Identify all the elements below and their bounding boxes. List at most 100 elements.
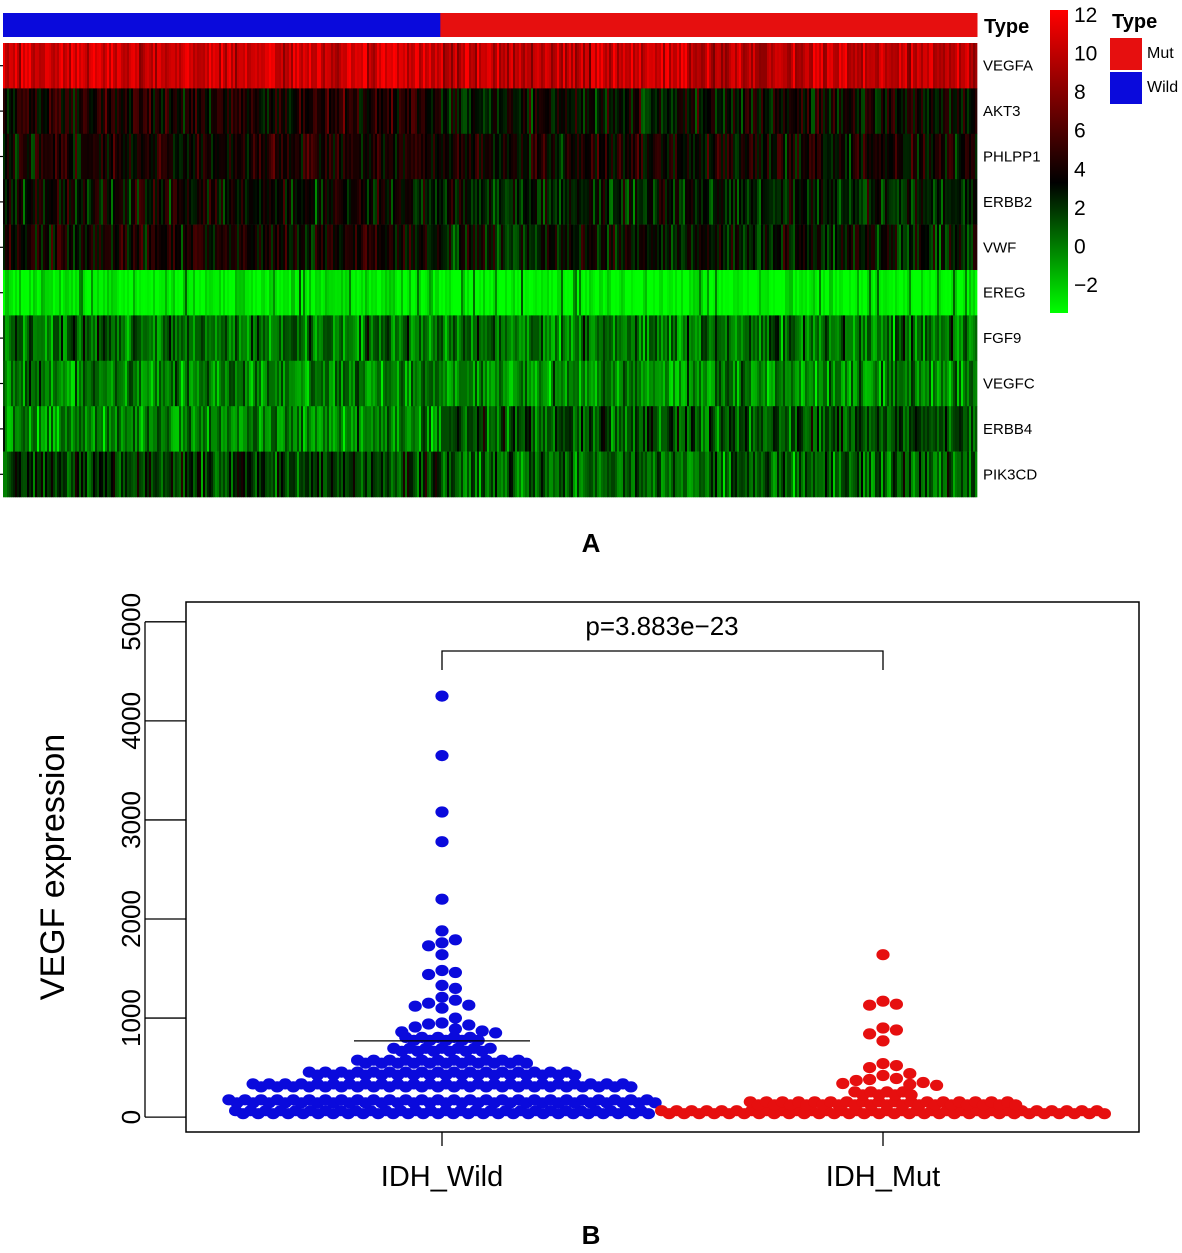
bracket-line bbox=[441, 650, 884, 670]
heatmap-cell bbox=[517, 451, 520, 498]
heatmap-cell bbox=[321, 270, 324, 316]
heatmap-cell bbox=[557, 43, 560, 89]
heatmap-cell bbox=[851, 451, 854, 498]
heatmap-cell bbox=[419, 451, 422, 498]
heatmap-cell bbox=[465, 43, 468, 89]
heatmap-cell bbox=[493, 406, 496, 452]
heatmap-cell bbox=[295, 360, 298, 407]
heatmap-cell bbox=[109, 224, 112, 271]
heatmap-cell bbox=[733, 270, 736, 316]
heatmap-cell bbox=[845, 406, 848, 452]
y-tick-label: 5000 bbox=[116, 593, 146, 651]
heatmap-cell bbox=[737, 360, 740, 407]
heatmap-cell bbox=[141, 179, 144, 225]
heatmap-cell bbox=[363, 179, 366, 225]
heatmap-cell bbox=[187, 179, 190, 225]
heatmap-cell bbox=[125, 179, 128, 225]
heatmap-cell bbox=[129, 270, 132, 316]
heatmap-cell bbox=[299, 360, 302, 407]
heatmap-cell bbox=[811, 451, 814, 498]
heatmap-cell bbox=[589, 451, 592, 498]
heatmap-cell bbox=[263, 451, 266, 498]
heatmap-cell bbox=[181, 360, 184, 407]
heatmap-cell bbox=[491, 224, 494, 271]
heatmap-cell bbox=[121, 451, 124, 498]
heatmap-cell bbox=[445, 88, 448, 135]
heatmap-cell bbox=[867, 360, 870, 407]
heatmap-cell bbox=[653, 224, 656, 271]
heatmap-cell bbox=[467, 133, 470, 180]
heatmap-cell bbox=[423, 88, 426, 135]
heatmap-cell bbox=[37, 88, 40, 135]
heatmap-cell bbox=[171, 133, 174, 180]
heatmap-cell bbox=[939, 88, 942, 135]
heatmap-cell bbox=[197, 133, 200, 180]
heatmap-cell bbox=[805, 88, 808, 135]
heatmap-cell bbox=[845, 43, 848, 89]
heatmap-cell bbox=[941, 43, 944, 89]
heatmap-cell bbox=[249, 88, 252, 135]
heatmap-cell bbox=[463, 179, 466, 225]
heatmap-cell bbox=[779, 179, 782, 225]
heatmap-cell bbox=[501, 360, 504, 407]
heatmap-cell bbox=[819, 133, 822, 180]
heatmap-cell bbox=[787, 360, 790, 407]
heatmap-cell bbox=[467, 451, 470, 498]
heatmap-cell bbox=[231, 179, 234, 225]
heatmap-cell bbox=[907, 43, 910, 89]
heatmap-cell bbox=[863, 360, 866, 407]
heatmap-cell bbox=[195, 224, 198, 271]
heatmap-cell bbox=[339, 179, 342, 225]
heatmap-cell bbox=[113, 406, 116, 452]
heatmap-cell bbox=[643, 133, 646, 180]
heatmap-cell bbox=[961, 451, 964, 498]
heatmap-cell bbox=[127, 43, 130, 89]
heatmap-cell bbox=[215, 360, 218, 407]
heatmap-cell bbox=[503, 360, 506, 407]
heatmap-cell bbox=[777, 360, 780, 407]
heatmap-cell bbox=[333, 43, 336, 89]
heatmap-cell bbox=[543, 179, 546, 225]
heatmap-cell bbox=[719, 179, 722, 225]
heatmap-cell bbox=[923, 315, 926, 362]
heatmap-cell bbox=[39, 88, 42, 135]
heatmap-cell bbox=[143, 88, 146, 135]
heatmap-cell bbox=[907, 406, 910, 452]
heatmap-cell bbox=[417, 406, 420, 452]
heatmap-cell bbox=[109, 270, 112, 316]
heatmap-cell bbox=[491, 451, 494, 498]
heatmap-cell bbox=[483, 224, 486, 271]
heatmap-cell bbox=[51, 179, 54, 225]
heatmap-cell bbox=[129, 88, 132, 135]
heatmap-cell bbox=[801, 88, 804, 135]
heatmap-cell bbox=[903, 179, 906, 225]
heatmap-cell bbox=[759, 88, 762, 135]
heatmap-cell bbox=[9, 270, 12, 316]
heatmap-cell bbox=[299, 88, 302, 135]
heatmap-cell bbox=[481, 270, 484, 316]
heatmap-cell bbox=[917, 224, 920, 271]
heatmap-cell bbox=[19, 133, 22, 180]
heatmap-cell bbox=[129, 224, 132, 271]
heatmap-cell bbox=[587, 88, 590, 135]
heatmap-cell bbox=[135, 179, 138, 225]
heatmap-cell bbox=[693, 133, 696, 180]
heatmap-cell bbox=[477, 315, 480, 362]
heatmap-cell bbox=[941, 406, 944, 452]
heatmap-cell bbox=[79, 360, 82, 407]
heatmap-cell bbox=[521, 224, 524, 271]
heatmap-cell bbox=[137, 315, 140, 362]
heatmap-cell bbox=[241, 88, 244, 135]
heatmap-cell bbox=[587, 451, 590, 498]
heatmap-cell bbox=[851, 224, 854, 271]
heatmap-cell bbox=[277, 315, 280, 362]
heatmap-cell bbox=[797, 360, 800, 407]
heatmap-cell bbox=[233, 360, 236, 407]
heatmap-cell bbox=[277, 179, 280, 225]
heatmap-cell bbox=[397, 179, 400, 225]
heatmap-cell bbox=[923, 224, 926, 271]
heatmap-cell bbox=[691, 315, 694, 362]
heatmap-cell bbox=[57, 133, 60, 180]
heatmap-cell bbox=[577, 224, 580, 271]
heatmap-cell bbox=[777, 315, 780, 362]
